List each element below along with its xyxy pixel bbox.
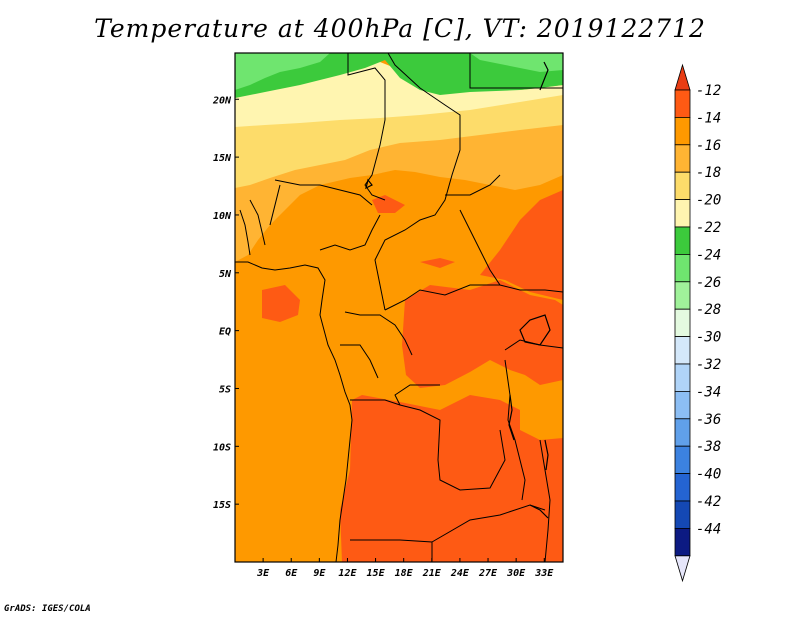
x-tick-label: 30E [506,568,526,579]
country-borders [235,53,563,562]
colorbar-bottom-arrow [674,555,691,583]
colorbar-swatch [674,171,691,200]
colorbar-swatch [674,144,691,173]
colorbar-label: -26 [696,275,721,291]
colorbar-swatch [674,199,691,228]
colorbar-label: -42 [696,494,721,510]
y-tick-label: 10S [213,442,231,453]
colorbar-label: -24 [696,247,721,263]
colorbar-label: -38 [696,439,721,455]
x-tick-label: 3E [256,568,270,579]
colorbar-label: -44 [696,521,721,537]
colorbar-swatch [674,336,691,365]
colorbar-swatch [674,500,691,529]
x-axis: 3E 6E 9E 12E 15E 18E 21E 24E 27E 30E 33E [256,558,554,579]
temperature-field [235,53,563,562]
y-axis: 20N 15N 10N 5N EQ 5S 10S 15S [212,95,239,511]
colorbar-swatch [674,308,691,338]
colorbar-swatch [674,390,691,420]
x-tick-label: 12E [338,568,357,579]
colorbar-label: -14 [696,110,721,126]
y-tick-label: 15S [213,500,231,511]
colorbar-label: -30 [696,330,721,346]
x-tick-label: 24E [450,568,470,579]
colorbar-label: -28 [696,302,721,318]
grads-credit: GrADS: IGES/COLA [4,604,91,614]
colorbar-swatch [674,89,691,118]
y-tick-label: 15N [213,153,232,164]
chart-title: Temperature at 400hPa [C], VT: 201912271… [94,14,706,43]
colorbar-swatch [674,281,691,310]
x-tick-label: 9E [313,568,326,579]
lakes [365,61,551,519]
colorbar-label: -36 [696,412,721,428]
x-tick-label: 18E [395,568,414,579]
colorbar-swatch [674,528,691,557]
y-tick-label: EQ [219,327,231,338]
x-tick-label: 15E [367,568,386,579]
x-tick-label: 21E [422,568,442,579]
x-tick-label: 6E [285,568,298,579]
colorbar-swatch [674,363,691,392]
y-tick-label: 5S [219,384,231,395]
colorbar-label: -16 [696,138,721,154]
colorbar-swatch [674,445,691,475]
colorbar-label: -22 [696,220,721,236]
y-tick-label: 10N [213,211,232,222]
colorbar-label: -18 [696,165,721,181]
x-tick-label: 33E [534,568,554,579]
colorbar-label: -20 [696,193,721,209]
colorbar-swatch [674,473,691,502]
colorbar-top-arrow [674,63,691,91]
colorbar: -12 -14 -16 -18 -20 -22 -24 -26 -28 -30 -32 -34 -36 -… [674,63,721,583]
y-tick-label: 20N [212,95,232,106]
colorbar-swatch [674,117,691,146]
colorbar-label: -34 [696,384,721,400]
colorbar-label: -40 [696,467,721,483]
x-tick-label: 27E [478,568,498,579]
colorbar-swatch [674,253,691,283]
colorbar-swatch [674,418,691,447]
colorbar-label: -32 [696,357,721,373]
colorbar-label: -12 [696,83,721,99]
colorbar-swatch [674,226,691,255]
y-tick-label: 5N [219,269,232,280]
map-frame [234,52,564,563]
